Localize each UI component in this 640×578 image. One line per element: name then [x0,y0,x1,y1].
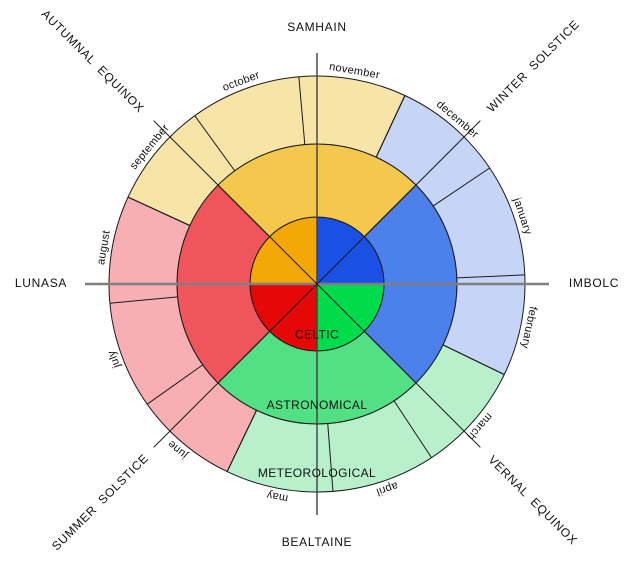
segment-meteorological-spring [226,344,505,493]
month-label-august: august [95,229,113,265]
festival-label-lunasa: LUNASA [15,276,67,290]
ring-label-meteorological: METEOROLOGICAL [258,466,376,480]
month-boundary-september [127,196,191,226]
festival-label-imbolc: IMBOLC [569,276,619,290]
month-boundary-april [393,400,432,458]
segment-meteorological-autumn [127,75,406,226]
month-boundary-january [432,167,490,207]
segment-meteorological-winter [375,94,526,376]
ring-label-astronomical: ASTRONOMICAL [267,398,368,412]
ring-label-celtic: CELTIC [295,328,339,342]
month-boundary-february [456,274,525,279]
month-boundary-july [146,364,204,405]
month-boundary-august [109,296,178,304]
month-boundary-june [226,410,257,472]
month-boundary-march [442,344,505,375]
month-boundary-may [327,423,334,492]
month-boundary-october [194,115,236,172]
festival-label-samhain: SAMHAIN [287,20,347,34]
month-boundary-november [298,76,306,145]
festival-label-bealtaine: BEALTAINE [282,535,353,549]
diagonal-axis-135deg [153,120,481,448]
month-label-may: may [265,489,289,505]
month-boundary-december [375,95,406,158]
